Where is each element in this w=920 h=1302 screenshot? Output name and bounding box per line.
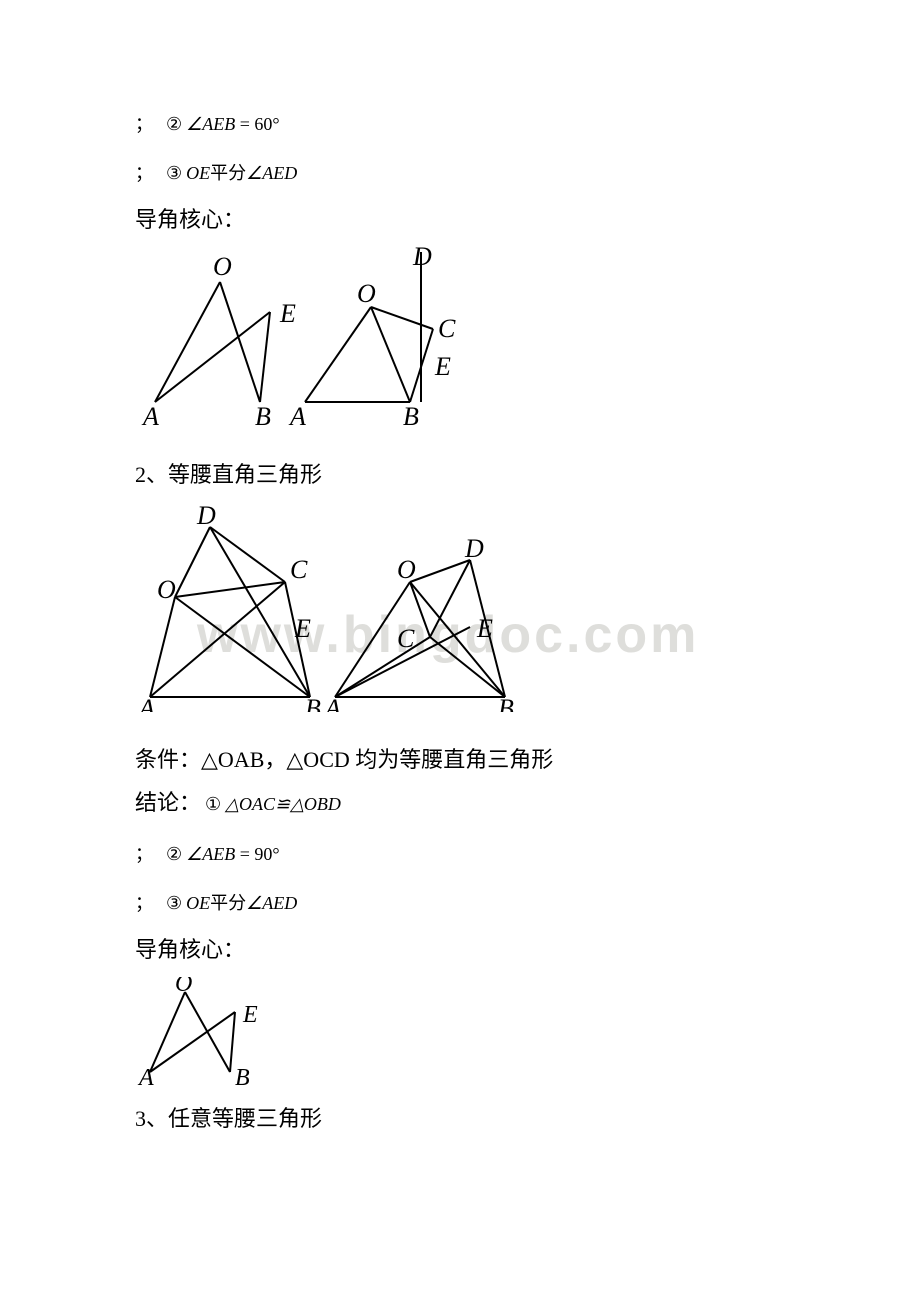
label-O-2: O — [357, 279, 376, 308]
heading-core-1: 导角核心： — [135, 202, 785, 237]
condition-line: 条件： △OAB，△OCD 均为等腰直角三角形 — [135, 742, 785, 777]
label-B-3: B — [235, 1065, 250, 1087]
bisect-text: 平分 — [210, 159, 246, 188]
oe-var-2: OE — [186, 889, 210, 918]
oe-var: OE — [186, 159, 210, 188]
label-B-1: B — [255, 402, 271, 427]
angle-aeb-right: = 60° — [240, 110, 280, 139]
diagram-row-1: O E A B D O C E A B — [135, 247, 785, 427]
label-O-1: O — [213, 252, 232, 281]
diagram-row-3: O E A B — [135, 977, 785, 1087]
label-C-l: C — [290, 555, 308, 584]
conclusion-line: 结论： ① △OAC≌△OBD — [135, 785, 785, 820]
circled-2: ② — [166, 110, 182, 139]
heading-section3: 3、任意等腰三角形 — [135, 1101, 785, 1136]
label-E-2: E — [434, 352, 451, 381]
condition-label: 条件： — [135, 742, 201, 777]
label-C-2: C — [438, 314, 456, 343]
label-O-3: O — [175, 977, 192, 997]
diagram-oab-oe-1: O E A B D O C E A B — [135, 247, 475, 427]
label-C-r: C — [397, 624, 415, 653]
label-B-2: B — [403, 402, 419, 427]
line-bisect-1: ； ③ OE 平分 ∠AED — [135, 159, 785, 188]
circled-2b: ② — [166, 840, 182, 869]
circled-1b: ① — [205, 790, 221, 819]
label-A-l: A — [137, 694, 155, 712]
angle-aeb-left: ∠AEB — [186, 110, 235, 139]
label-E-l: E — [294, 614, 311, 643]
label-A-r: A — [323, 694, 341, 712]
diagram-isoceles-rt: D O C E A B D O — [135, 502, 535, 712]
label-D-r: D — [464, 534, 484, 563]
label-B-r: B — [498, 694, 514, 712]
label-A-3: A — [137, 1065, 154, 1087]
label-O-r: O — [397, 555, 416, 584]
label-D-l: D — [196, 502, 216, 530]
condition-text: △OAB，△OCD 均为等腰直角三角形 — [201, 742, 553, 777]
prefix-semicolon-3: ； — [135, 840, 153, 869]
line-bisect-2: ； ③ OE 平分 ∠AED — [135, 889, 785, 918]
angle-aeb-right-2: = 90° — [240, 840, 280, 869]
label-E-1: E — [279, 299, 296, 328]
label-D-2: D — [412, 247, 432, 271]
label-E-r: E — [476, 614, 493, 643]
conclusion-expr: △OAC≌△OBD — [225, 790, 341, 819]
angle-aed-2: ∠AED — [246, 889, 297, 918]
prefix-semicolon: ； — [135, 110, 153, 139]
prefix-semicolon-2: ； — [135, 159, 153, 188]
diagram-oab-oe-2: O E A B — [135, 977, 295, 1087]
circled-3: ③ — [166, 159, 182, 188]
heading-section2: 2、等腰直角三角形 — [135, 457, 785, 492]
label-B-l: B — [305, 694, 321, 712]
label-E-3: E — [242, 1002, 258, 1028]
circled-3b: ③ — [166, 889, 182, 918]
diagram-row-2: www.bingdoc.com D O C E A B — [135, 502, 785, 712]
line-angle-60: ； ② ∠AEB = 60° — [135, 110, 785, 139]
angle-aed: ∠AED — [246, 159, 297, 188]
angle-aeb-left-2: ∠AEB — [186, 840, 235, 869]
label-O-l: O — [157, 575, 176, 604]
bisect-text-2: 平分 — [210, 889, 246, 918]
label-A-2: A — [288, 402, 306, 427]
prefix-semicolon-4: ； — [135, 889, 153, 918]
heading-core-2: 导角核心： — [135, 932, 785, 967]
line-angle-90: ； ② ∠AEB = 90° — [135, 840, 785, 869]
conclusion-label: 结论： — [135, 785, 201, 820]
label-A-1: A — [141, 402, 159, 427]
